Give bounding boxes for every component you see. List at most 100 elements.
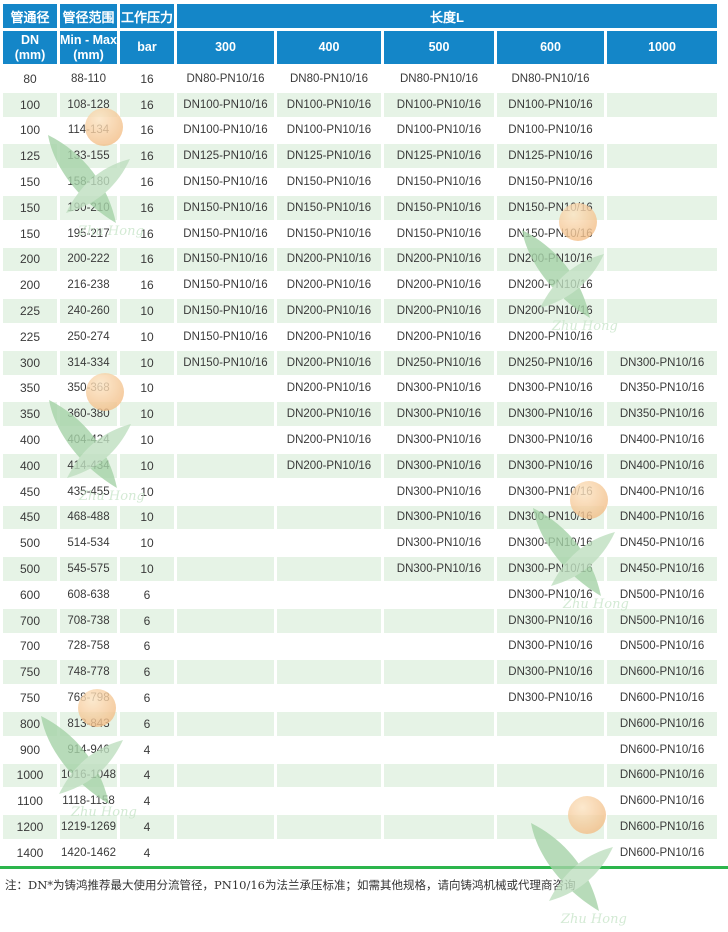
cell-dn: 500 <box>3 557 60 583</box>
cell-l1000: DN350-PN10/16 <box>607 376 718 403</box>
cell-l1000: DN400-PN10/16 <box>607 505 718 532</box>
cell-dn: 400 <box>3 428 60 454</box>
cell-l600: DN300-PN10/16 <box>497 531 607 558</box>
table-row: 450 468-488 10 DN300-PN10/16 DN300-PN10/16 DN… <box>3 505 718 532</box>
cell-bar: 4 <box>120 789 177 816</box>
cell-l300 <box>177 531 277 558</box>
cell-l300: DN150-PN10/16 <box>177 324 277 351</box>
cell-bar: 16 <box>120 273 177 300</box>
cell-l300 <box>177 402 277 429</box>
cell-dn: 1000 <box>3 763 60 790</box>
cell-l600: DN300-PN10/16 <box>497 402 607 429</box>
cell-l500: DN150-PN10/16 <box>384 170 497 196</box>
header-working-pressure: 工作压力 <box>120 4 177 31</box>
cell-l1000: DN500-PN10/16 <box>607 634 718 661</box>
cell-l500: DN125-PN10/16 <box>384 144 497 171</box>
cell-l1000: DN400-PN10/16 <box>607 453 718 480</box>
cell-l300: DN150-PN10/16 <box>177 247 277 274</box>
cell-range: 414-434 <box>60 453 120 480</box>
cell-l600: DN250-PN10/16 <box>497 350 607 377</box>
cell-l1000: DN600-PN10/16 <box>607 840 718 867</box>
cell-l400 <box>277 557 384 583</box>
cell-range: 813-843 <box>60 711 120 738</box>
cell-bar: 6 <box>120 660 177 687</box>
cell-l500 <box>384 737 497 764</box>
cell-dn: 450 <box>3 479 60 506</box>
cell-l500 <box>384 686 497 712</box>
cell-l400 <box>277 660 384 687</box>
cell-dn: 125 <box>3 144 60 171</box>
cell-l400 <box>277 479 384 506</box>
cell-range: 514-534 <box>60 531 120 558</box>
cell-range: 216-238 <box>60 273 120 300</box>
cell-l400 <box>277 634 384 661</box>
cell-bar: 6 <box>120 711 177 738</box>
cell-l400: DN150-PN10/16 <box>277 170 384 196</box>
cell-l1000: DN400-PN10/16 <box>607 479 718 506</box>
cell-l400 <box>277 737 384 764</box>
cell-l1000 <box>607 92 718 119</box>
cell-dn: 1200 <box>3 815 60 841</box>
cell-l300: DN150-PN10/16 <box>177 350 277 377</box>
cell-bar: 10 <box>120 479 177 506</box>
cell-l400: DN100-PN10/16 <box>277 92 384 119</box>
cell-range: 914-946 <box>60 737 120 764</box>
header-nominal-diameter: 管通径 <box>3 4 60 31</box>
cell-range: 190-210 <box>60 195 120 222</box>
cell-range: 435-455 <box>60 479 120 506</box>
header-row-titles: 管通径 管径范围 工作压力 长度L <box>3 4 718 31</box>
table-row: 500 545-575 10 DN300-PN10/16 DN300-PN10/16 DN… <box>3 557 718 583</box>
cell-dn: 700 <box>3 608 60 635</box>
cell-l600 <box>497 789 607 816</box>
cell-l500: DN100-PN10/16 <box>384 118 497 145</box>
table-header: 管通径 管径范围 工作压力 长度L DN (mm) Min - Max (mm)… <box>3 4 718 67</box>
header-minmax-line1: Min - Max <box>60 33 117 48</box>
table-row: 1000 1016-1048 4 DN600-PN10/16 <box>3 763 718 790</box>
cell-l600: DN300-PN10/16 <box>497 660 607 687</box>
cell-bar: 6 <box>120 686 177 712</box>
table-row: 150 190-210 16 DN150-PN10/16 DN150-PN10/16 DN… <box>3 195 718 222</box>
cell-l500: DN300-PN10/16 <box>384 453 497 480</box>
cell-l300: DN150-PN10/16 <box>177 221 277 248</box>
cell-range: 360-380 <box>60 402 120 429</box>
cell-range: 728-758 <box>60 634 120 661</box>
cell-bar: 16 <box>120 221 177 248</box>
header-dn-unit: DN (mm) <box>3 31 60 67</box>
cell-dn: 150 <box>3 195 60 222</box>
cell-range: 240-260 <box>60 299 120 325</box>
cell-bar: 6 <box>120 608 177 635</box>
cell-l400: DN200-PN10/16 <box>277 402 384 429</box>
cell-dn: 350 <box>3 376 60 403</box>
cell-l500: DN200-PN10/16 <box>384 324 497 351</box>
cell-l400 <box>277 608 384 635</box>
cell-range: 768-798 <box>60 686 120 712</box>
cell-dn: 750 <box>3 686 60 712</box>
cell-l1000: DN500-PN10/16 <box>607 608 718 635</box>
cell-dn: 80 <box>3 67 60 93</box>
table-row: 200 200-222 16 DN150-PN10/16 DN200-PN10/16 DN… <box>3 247 718 274</box>
cell-range: 195-217 <box>60 221 120 248</box>
cell-l400 <box>277 505 384 532</box>
cell-l300 <box>177 479 277 506</box>
cell-bar: 16 <box>120 170 177 196</box>
table-row: 500 514-534 10 DN300-PN10/16 DN300-PN10/16 DN… <box>3 531 718 558</box>
header-minmax-line2: (mm) <box>73 47 104 62</box>
cell-l600: DN300-PN10/16 <box>497 686 607 712</box>
table-row: 1100 1118-1158 4 DN600-PN10/16 <box>3 789 718 816</box>
cell-l500 <box>384 634 497 661</box>
cell-l400 <box>277 582 384 609</box>
cell-l500 <box>384 789 497 816</box>
cell-dn: 100 <box>3 118 60 145</box>
table-row: 600 608-638 6 DN300-PN10/16 DN500-PN10/16 <box>3 582 718 609</box>
header-minmax-unit: Min - Max (mm) <box>60 31 120 67</box>
cell-l1000: DN400-PN10/16 <box>607 428 718 454</box>
cell-dn: 1100 <box>3 789 60 816</box>
cell-dn: 350 <box>3 402 60 429</box>
cell-bar: 16 <box>120 118 177 145</box>
header-length-400: 400 <box>277 31 384 67</box>
table-row: 350 350-368 10 DN200-PN10/16 DN300-PN10/16 DN… <box>3 376 718 403</box>
cell-bar: 16 <box>120 144 177 171</box>
table-row: 80 88-110 16 DN80-PN10/16 DN80-PN10/16 DN80-P… <box>3 67 718 93</box>
cell-dn: 150 <box>3 170 60 196</box>
cell-l300 <box>177 686 277 712</box>
